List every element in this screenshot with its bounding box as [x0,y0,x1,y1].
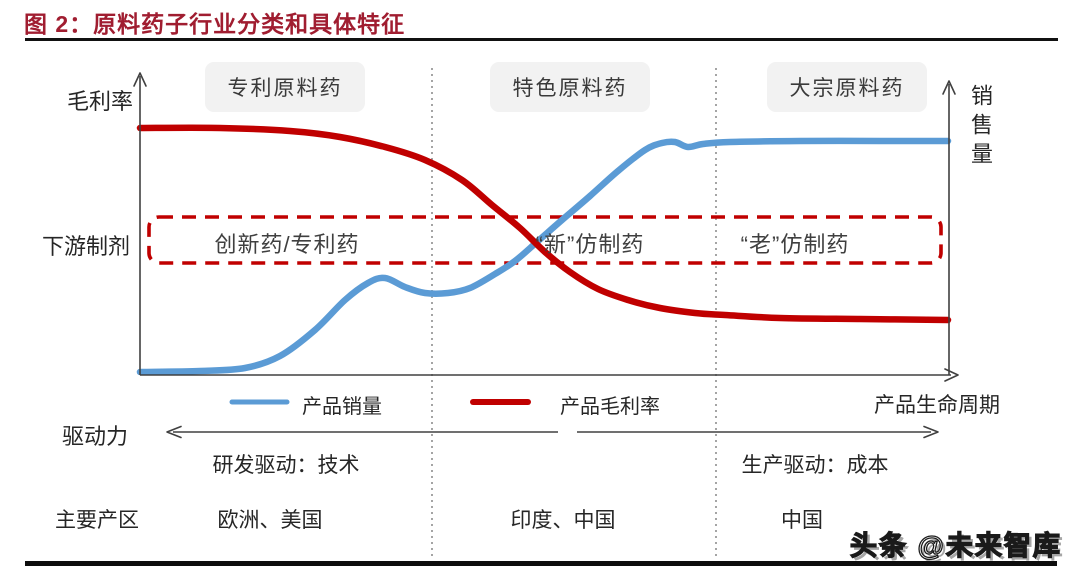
category-box-bulk-api: 大宗原料药 [767,62,927,112]
driver-arrow-right-head-icon [923,425,939,439]
driver-left-label: 研发驱动：技术 [212,454,360,477]
bottom-rule [25,561,1057,566]
category-box-patent-api-label: 专利原料药 [227,77,343,100]
category-box-patent-api: 专利原料药 [205,62,365,112]
y-axis-right-arrowhead-icon [942,80,956,95]
region-china: 中国 [781,509,823,532]
drivers-row-label: 驱动力 [62,424,129,449]
region-europe-usa: 欧洲、美国 [217,509,323,532]
figure-title: 图 2：原料药子行业分类和具体特征 [24,11,406,37]
legend-label-sales: 产品销量 [302,396,382,418]
downstream-zone-innovative: 创新药/专利药 [214,232,360,257]
category-box-bulk-api-label: 大宗原料药 [789,77,905,100]
y-axis-left-arrowhead-icon [133,72,147,87]
y-axis-left-label: 毛利率 [67,89,134,114]
curve-margin [136,124,952,324]
y-axis-right-label: 销售量 [968,84,993,171]
curves-group [136,124,952,376]
legend-label-margin: 产品毛利率 [560,396,660,418]
driver-arrow-left-head-icon [166,425,182,439]
driver-right-label: 生产驱动：成本 [741,454,889,477]
x-axis-arrowhead-icon [944,368,959,382]
regions-row-label: 主要产区 [55,509,139,532]
curve-sales [136,137,952,376]
downstream-zone-old-generic: “老”仿制药 [740,232,850,257]
watermark: 头条 @未来智库 [849,530,1062,561]
x-axis-label: 产品生命周期 [874,394,1000,417]
category-box-specialty-api-label: 特色原料药 [512,77,628,100]
downstream-row-label: 下游制剂 [42,234,131,259]
downstream-zone-new-generic: “新”仿制药 [535,232,645,257]
category-box-specialty-api: 特色原料药 [490,62,650,112]
region-india-china: 印度、中国 [510,509,616,532]
title-underline [25,38,1058,41]
